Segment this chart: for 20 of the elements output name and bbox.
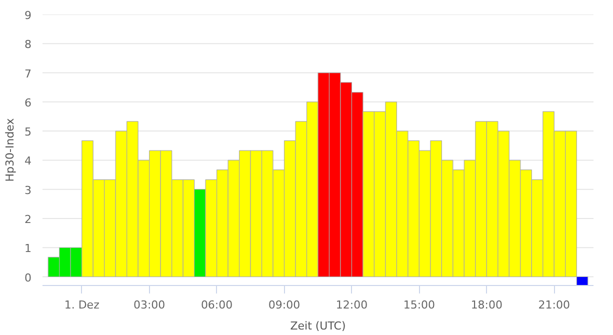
x-tick-label: 06:00 [200,298,233,312]
y-tick-label: 8 [24,38,32,52]
y-tick-label: 3 [24,184,32,197]
y-tick-label: 2 [24,212,32,226]
y-tick-label: 5 [24,126,32,139]
x-tick-label: 21:00 [538,298,570,312]
x-tick-label: 18:00 [470,298,503,312]
y-tick-label: 6 [24,96,32,110]
y-tick-label: 9 [24,9,32,22]
y-tick-label: 0 [24,271,32,284]
y-tick-label: 4 [24,154,32,168]
x-tick-label: 15:00 [403,298,436,312]
y-tick-label: 7 [24,67,32,80]
x-tick-label: 12:00 [336,298,368,312]
x-tick-label: 03:00 [133,298,166,312]
x-tick-label: 09:00 [268,298,300,312]
x-axis-title: Zeit (UTC) [290,320,346,332]
y-axis-title: Hp30-Index [4,118,16,182]
y-tick-label: 1 [24,242,32,256]
x-tick-label: 1. Dez [64,298,100,312]
